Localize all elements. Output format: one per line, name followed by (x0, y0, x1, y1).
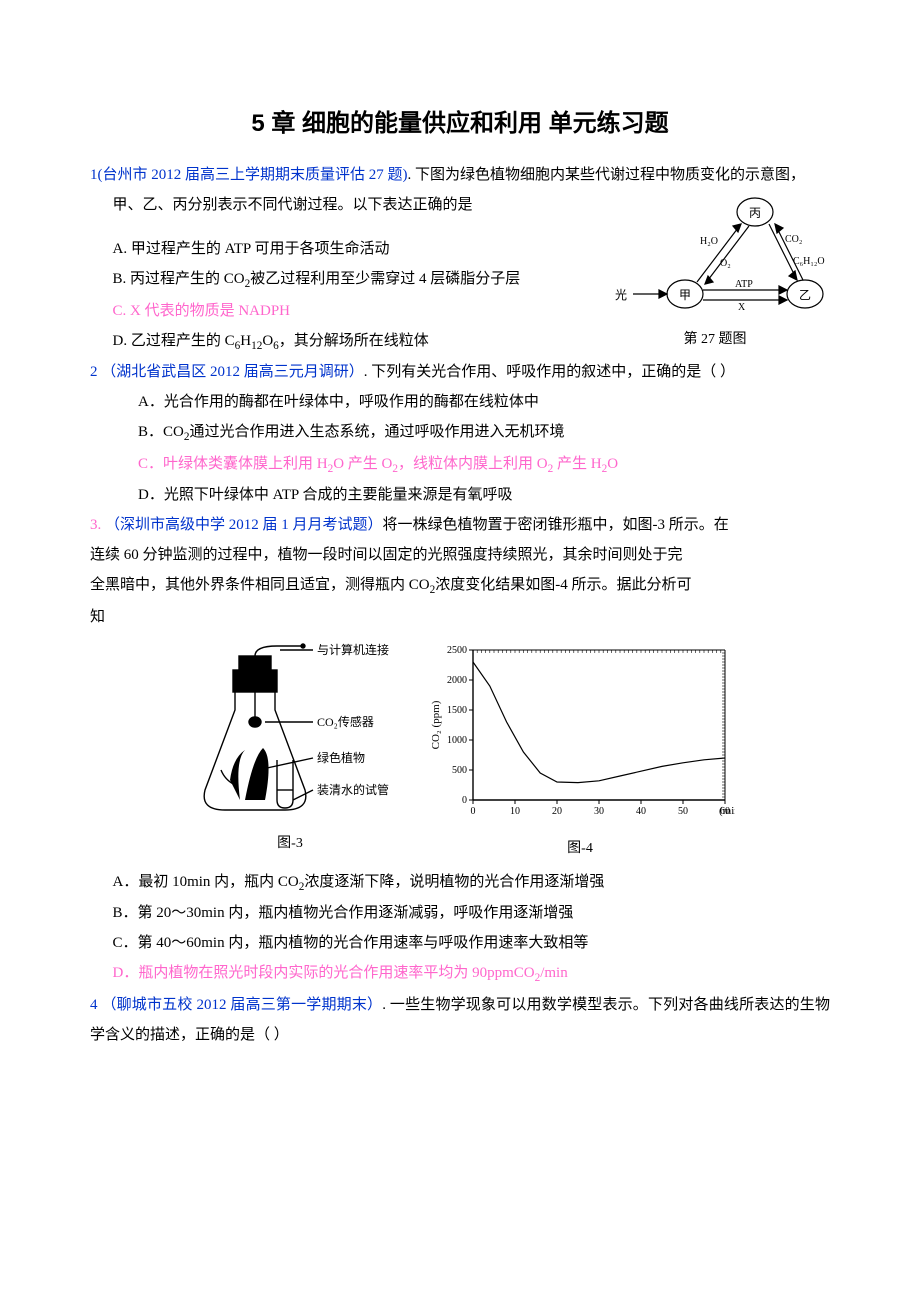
q2-B-tail: 通过光合作用进入生态系统，通过呼吸作用进入无机环境 (189, 424, 564, 440)
svg-text:50: 50 (678, 806, 688, 817)
q2-C: C．叶绿体类囊体膜上利用 H2O 产生 O2，线粒体内膜上利用 O2 产生 H2… (90, 449, 830, 481)
q3-lead: 3. （深圳市高级中学 2012 届 1 月月考试题）将一株绿色植物置于密闭锥形… (90, 510, 830, 540)
fig4-svg: 050010001500200025000102030405060CO₂ (pp… (425, 640, 735, 835)
fig27-svg: 丙 甲 乙 H₂O O₂ CO₂ (605, 194, 825, 324)
q3-A-tail: 浓度逐渐下降，说明植物的光合作用逐渐增强 (304, 874, 604, 890)
q3-num: 3. (90, 517, 105, 533)
svg-text:CO₂传感器: CO₂传感器 (317, 714, 374, 729)
q1-D-pre: D. 乙过程产生的 C (113, 333, 235, 349)
q3-src: （深圳市高级中学 2012 届 1 月月考试题） (105, 517, 383, 533)
q3-A: A．最初 10min 内，瓶内 CO2浓度逐渐下降，说明植物的光合作用逐渐增强 (90, 867, 830, 899)
page-title: 5 章 细胞的能量供应和利用 单元练习题 (90, 100, 830, 148)
q2-C-m3: 产生 H (553, 456, 601, 472)
q2-tail: . 下列有关光合作用、呼吸作用的叙述中，正确的是（ ） (364, 364, 735, 380)
q4-src: （聊城市五校 2012 届高三第一学期期末） (101, 997, 382, 1013)
q2-B: B．CO2通过光合作用进入生态系统，通过呼吸作用进入无机环境 (90, 417, 830, 449)
q2-src: （湖北省武昌区 2012 届高三元月调研） (101, 364, 364, 380)
svg-text:X: X (738, 302, 746, 313)
q3-C: C．第 40～60min 内，瓶内植物的光合作用速率与呼吸作用速率大致相等 (90, 928, 830, 958)
q2-D: D．光照下叶绿体中 ATP 合成的主要能量来源是有氧呼吸 (90, 480, 830, 510)
q1-D-h: H (240, 333, 251, 349)
q2-C-m1: O 产生 O (333, 456, 392, 472)
q3-t1: 将一株绿色植物置于密闭锥形瓶中，如图-3 所示。在 (383, 517, 729, 533)
svg-text:乙: 乙 (799, 288, 811, 302)
q3-A-pre: A．最初 10min 内，瓶内 CO (113, 874, 299, 890)
q1-lead: 1(台州市 2012 届高三上学期期末质量评估 27 题). 下图为绿色植物细胞… (90, 160, 830, 190)
svg-text:500: 500 (452, 765, 467, 776)
svg-text:绿色植物: 绿色植物 (317, 750, 365, 765)
fig4: 050010001500200025000102030405060CO₂ (pp… (425, 640, 735, 863)
svg-text:10: 10 (510, 806, 520, 817)
svg-text:2000: 2000 (447, 675, 467, 686)
svg-text:CO₂ (ppm): CO₂ (ppm) (430, 700, 442, 749)
svg-text:40: 40 (636, 806, 646, 817)
q1-src: (台州市 2012 届高三上学期期末质量评估 27 题) (98, 167, 408, 183)
q2: 2 （湖北省武昌区 2012 届高三元月调研）. 下列有关光合作用、呼吸作用的叙… (90, 357, 830, 510)
q3-l4: 知 (90, 602, 830, 632)
svg-text:光: 光 (615, 288, 627, 302)
q2-C-m2: ，线粒体内膜上利用 O (398, 456, 548, 472)
q2-lead: 2 （湖北省武昌区 2012 届高三元月调研）. 下列有关光合作用、呼吸作用的叙… (90, 357, 830, 387)
svg-text:H₂O: H₂O (700, 236, 718, 247)
svg-text:甲: 甲 (679, 288, 691, 302)
svg-text:1000: 1000 (447, 735, 467, 746)
q1-D-tail: ，其分解场所在线粒体 (279, 333, 429, 349)
svg-text:ATP: ATP (735, 279, 753, 290)
q4-lead: 4 （聊城市五校 2012 届高三第一学期期末）. 一些生物学现象可以用数学模型… (90, 990, 830, 1050)
svg-text:O₂: O₂ (720, 258, 731, 269)
q2-num: 2 (90, 364, 101, 380)
q2-B-pre: B．CO (138, 424, 184, 440)
q3-l2: 连续 60 分钟监测的过程中，植物一段时间以固定的光照强度持续照光，其余时间则处… (90, 540, 830, 570)
q2-C-pre: C．叶绿体类囊体膜上利用 H (138, 456, 328, 472)
q3-l3-pre: 全黑暗中，其他外界条件相同且适宜，测得瓶内 CO (90, 577, 430, 593)
fig3-cap: 图-3 (185, 830, 395, 858)
q1-B-mid: 被乙过程利用至少需穿过 4 层磷脂分子层 (250, 271, 520, 287)
q1-B-pre: B. 丙过程产生的 CO (113, 271, 245, 287)
sub-12: 12 (251, 340, 262, 352)
q4-num: 4 (90, 997, 101, 1013)
fig3: 与计算机连接 CO₂传感器 绿色植物 装清水的试管 图-3 (185, 640, 395, 858)
q3-D-tail: /min (540, 965, 568, 981)
q2-C-tail: O (607, 456, 618, 472)
svg-text:0: 0 (462, 795, 467, 806)
svg-text:CO₂: CO₂ (785, 234, 802, 245)
svg-text:2500: 2500 (447, 645, 467, 656)
q4: 4 （聊城市五校 2012 届高三第一学期期末）. 一些生物学现象可以用数学模型… (90, 990, 830, 1050)
q3: 3. （深圳市高级中学 2012 届 1 月月考试题）将一株绿色植物置于密闭锥形… (90, 510, 830, 990)
q3-figs: 与计算机连接 CO₂传感器 绿色植物 装清水的试管 图-3 0500100015… (90, 640, 830, 863)
q3-D-pre: D．瓶内植物在照光时段内实际的光合作用速率平均为 90ppmCO (113, 965, 535, 981)
q3-B: B．第 20～30min 内，瓶内植物光合作用逐渐减弱，呼吸作用逐渐增强 (90, 898, 830, 928)
svg-text:C₆H₁₂O₆: C₆H₁₂O₆ (793, 256, 825, 267)
q1-D-o: O (262, 333, 273, 349)
svg-text:(min): (min) (719, 805, 735, 817)
q1-num: 1 (90, 167, 98, 183)
q1-tail: . 下图为绿色植物细胞内某些代谢过程中物质变化的示意图， (408, 167, 806, 183)
fig27: 丙 甲 乙 H₂O O₂ CO₂ (600, 194, 830, 354)
svg-text:30: 30 (594, 806, 604, 817)
page: 5 章 细胞的能量供应和利用 单元练习题 1(台州市 2012 届高三上学期期末… (0, 0, 920, 1110)
q3-l3-tail: 浓度变化结果如图-4 所示。据此分析可 (435, 577, 691, 593)
svg-text:20: 20 (552, 806, 562, 817)
fig3-svg: 与计算机连接 CO₂传感器 绿色植物 装清水的试管 (185, 640, 395, 830)
q1: 1(台州市 2012 届高三上学期期末质量评估 27 题). 下图为绿色植物细胞… (90, 160, 830, 357)
svg-text:与计算机连接: 与计算机连接 (317, 642, 389, 657)
fig27-caption: 第 27 题图 (600, 326, 830, 354)
svg-text:丙: 丙 (749, 206, 761, 220)
fig4-cap: 图-4 (425, 835, 735, 863)
q3-D: D．瓶内植物在照光时段内实际的光合作用速率平均为 90ppmCO2/min (90, 958, 830, 990)
q3-l3: 全黑暗中，其他外界条件相同且适宜，测得瓶内 CO2浓度变化结果如图-4 所示。据… (90, 570, 830, 602)
q2-A: A．光合作用的酶都在叶绿体中，呼吸作用的酶都在线粒体中 (90, 387, 830, 417)
svg-text:装清水的试管: 装清水的试管 (317, 782, 389, 797)
svg-text:0: 0 (471, 806, 476, 817)
svg-text:1500: 1500 (447, 705, 467, 716)
